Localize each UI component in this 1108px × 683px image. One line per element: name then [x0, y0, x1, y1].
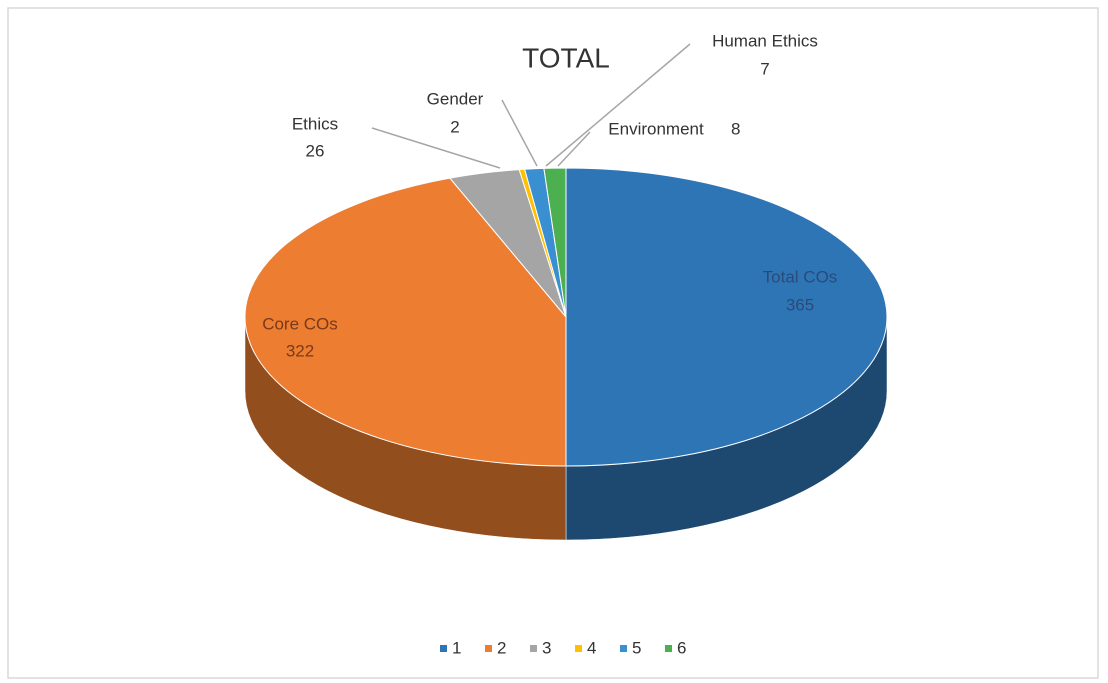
legend-marker	[530, 645, 537, 652]
data-label-name: Gender	[427, 89, 484, 108]
data-label-value: 7	[760, 59, 769, 78]
legend-label: 4	[587, 638, 596, 657]
data-label-value: 322	[286, 341, 314, 360]
data-label-name: Human Ethics	[712, 31, 818, 50]
legend-label: 2	[497, 638, 506, 657]
legend-label: 6	[677, 638, 686, 657]
data-label-name: Environment	[608, 119, 704, 138]
legend-marker	[620, 645, 627, 652]
pie-slice	[244, 177, 567, 467]
data-label-value: 26	[306, 141, 325, 160]
legend-marker	[440, 645, 447, 652]
data-label-name: Core COs	[262, 314, 338, 333]
data-label-name: Ethics	[292, 114, 338, 133]
pie-slice	[565, 167, 888, 467]
legend-marker	[485, 645, 492, 652]
legend-label: 3	[542, 638, 551, 657]
data-label-value: 8	[731, 119, 740, 138]
legend-label: 5	[632, 638, 641, 657]
chart-title: TOTAL	[522, 42, 610, 73]
data-label-value: 2	[450, 117, 459, 136]
pie-slice	[543, 167, 567, 318]
leader-line	[371, 127, 501, 169]
leader-line	[545, 43, 691, 167]
data-label-name: Total COs	[763, 267, 838, 286]
legend-marker	[575, 645, 582, 652]
leader-line	[557, 131, 591, 167]
legend-marker	[665, 645, 672, 652]
legend-label: 1	[452, 638, 461, 657]
leader-line	[501, 99, 538, 167]
data-label-value: 365	[786, 295, 814, 314]
